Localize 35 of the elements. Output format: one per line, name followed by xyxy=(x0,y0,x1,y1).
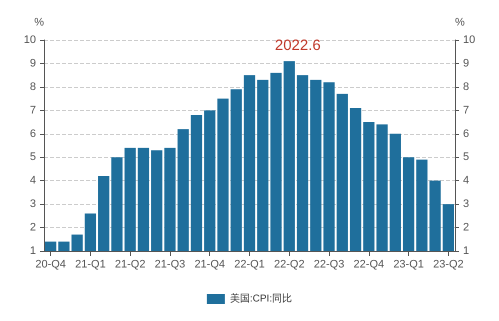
y-tick-label: 2 xyxy=(30,222,36,234)
legend-label: 美国:CPI:同比 xyxy=(230,292,292,304)
x-tick-label: 21-Q2 xyxy=(114,258,146,270)
y-tick-label: 4 xyxy=(30,174,36,187)
y-tick-label: 7 xyxy=(30,104,36,116)
y2-tick-label: 3 xyxy=(463,198,470,210)
x-tick-label: 23-Q1 xyxy=(393,258,424,270)
x-tick-label: 22-Q3 xyxy=(314,258,344,270)
x-tick-label: 20-Q4 xyxy=(35,258,66,270)
y2-tick-label: 5 xyxy=(463,151,470,164)
y-tick-label: 10 xyxy=(24,34,36,46)
x-tick-label: 22-Q1 xyxy=(234,258,265,270)
x-tick-label: 21-Q1 xyxy=(75,258,106,270)
y2-tick-label: 8 xyxy=(463,80,470,93)
x-tick-label: 21-Q3 xyxy=(154,258,186,270)
y2-tick-label: 9 xyxy=(463,57,470,70)
y2-tick-label: 1 xyxy=(463,245,470,257)
y2-tick-label: 6 xyxy=(463,128,470,140)
y-tick-label: 6 xyxy=(30,128,36,140)
x-tick-label: 22-Q4 xyxy=(354,258,384,270)
x-tick-label: 22-Q2 xyxy=(274,258,305,270)
x-tick-label: 23-Q2 xyxy=(433,258,464,270)
y-axis-title: % xyxy=(34,16,44,28)
y-tick-label: 9 xyxy=(30,57,36,70)
annotation: 2022.6 xyxy=(274,37,321,54)
y-tick-label: 3 xyxy=(30,198,36,210)
y2-axis-title: % xyxy=(455,16,465,28)
y2-tick-label: 4 xyxy=(463,174,470,187)
y2-tick-label: 2 xyxy=(463,222,470,234)
y-tick-label: 5 xyxy=(30,151,36,164)
y-tick-label: 1 xyxy=(30,245,36,257)
y-tick-label: 8 xyxy=(30,80,36,93)
x-tick-label: 21-Q4 xyxy=(194,258,226,270)
y2-tick-label: 10 xyxy=(463,34,476,46)
y2-tick-label: 7 xyxy=(463,104,470,116)
